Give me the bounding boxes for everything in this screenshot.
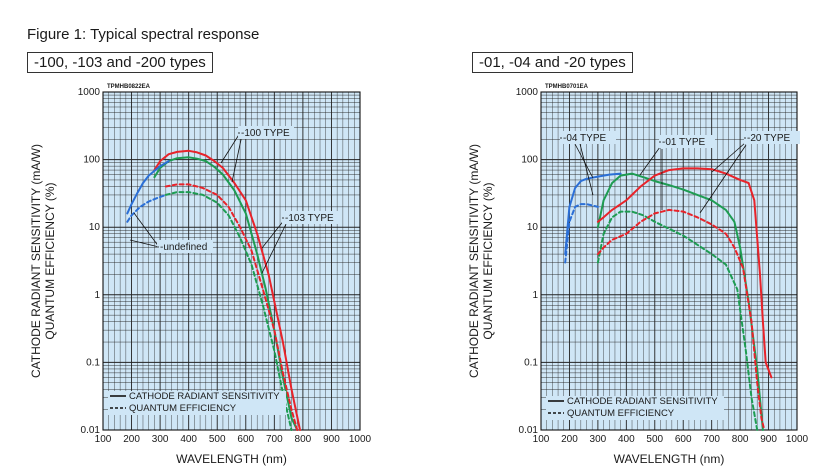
series-line-5 (596, 210, 759, 431)
y-tick-label: 0.1 (86, 357, 100, 368)
annotation-leader (133, 212, 160, 248)
plot-area (541, 92, 797, 430)
y-axis-title-line2: QUANTUM EFFICIENCY (%) (481, 182, 495, 339)
annotation-bg (744, 131, 800, 144)
annotation-label: -undefined (160, 242, 207, 253)
annotation-bg (282, 211, 338, 224)
annotation-bg (238, 126, 294, 139)
legend-label-solid: CATHODE RADIANT SENSITIVITY (129, 391, 280, 402)
y-tick-label: 1 (94, 290, 100, 301)
x-tick-label: 100 (533, 434, 550, 445)
x-tick-label: 800 (295, 434, 312, 445)
legend-label-dashed: QUANTUM EFFICIENCY (129, 403, 237, 414)
chart-code: TPMHB0701EA (545, 84, 589, 90)
legend-bg (546, 396, 724, 420)
right-panel-label: -01, -04 and -20 types (472, 52, 633, 73)
series-line-1 (564, 172, 622, 256)
x-tick-label: 400 (180, 434, 197, 445)
annotation-leader (129, 239, 160, 248)
x-axis-title: WAVELENGTH (nm) (614, 452, 725, 466)
annotation-bg (659, 135, 715, 148)
y-tick-label: 1000 (78, 87, 101, 98)
x-tick-label: 300 (590, 434, 607, 445)
x-tick-label: 1000 (786, 434, 809, 445)
x-tick-label: 700 (703, 434, 720, 445)
annotation-bg (560, 131, 616, 144)
y-tick-label: 1000 (516, 87, 539, 98)
x-tick-label: 100 (95, 434, 112, 445)
annotation-label: -100 TYPE (241, 128, 290, 139)
x-tick-label: 700 (266, 434, 283, 445)
y-axis-title-line1: CATHODE RADIANT SENSITIVITY (mA/W) (467, 144, 481, 378)
annotation-label: -01 TYPE (662, 137, 705, 148)
x-axis-title: WAVELENGTH (nm) (176, 452, 287, 466)
x-tick-label: 600 (675, 434, 692, 445)
x-tick-label: 200 (561, 434, 578, 445)
annotation-label: -04 TYPE (563, 133, 606, 144)
series-line-5 (164, 191, 293, 431)
series-line-4 (564, 203, 599, 264)
chart-panel-2: 100 200 300 400 500 600 700 800 900 1000 0.01 0.1 1 1… (467, 84, 809, 466)
y-tick-label: 0.1 (524, 357, 538, 368)
legend-label-solid: CATHODE RADIANT SENSITIVITY (567, 396, 718, 407)
annotation-leader (261, 218, 286, 249)
y-tick-label: 0.01 (519, 425, 539, 436)
y-tick-label: 10 (89, 222, 101, 233)
x-tick-label: 600 (237, 434, 254, 445)
x-tick-label: 400 (618, 434, 635, 445)
annotation-leader (699, 144, 747, 214)
plot-area (103, 92, 360, 430)
series-line-6 (596, 208, 766, 431)
x-tick-label: 200 (123, 434, 140, 445)
left-panel-label: -100, -103 and -200 types (27, 52, 213, 73)
y-tick-label: 0.01 (81, 425, 101, 436)
annotation-leader (639, 146, 661, 176)
y-axis-title-line1: CATHODE RADIANT SENSITIVITY (mA/W) (29, 144, 43, 378)
legend-bg (108, 391, 286, 415)
series-line-3 (596, 167, 773, 379)
y-tick-label: 10 (527, 222, 539, 233)
x-tick-label: 900 (760, 434, 777, 445)
annotation-leader (711, 142, 746, 173)
series-line-4 (164, 183, 299, 431)
series-line-1 (153, 149, 301, 431)
y-tick-label: 100 (83, 155, 100, 166)
y-axis-title-line2: QUANTUM EFFICIENCY (%) (43, 182, 57, 339)
x-tick-label: 1000 (349, 434, 372, 445)
x-tick-label: 800 (732, 434, 749, 445)
chart-panel-1: 100 200 300 400 500 600 700 800 900 1000 0.01 0.1 1 1… (29, 84, 372, 466)
plot-frame (102, 91, 361, 431)
chart-code: TPMHB0822EA (107, 84, 151, 90)
plot-frame (540, 91, 798, 431)
y-tick-label: 1 (532, 290, 538, 301)
annotation-label: -20 TYPE (747, 133, 790, 144)
series-line-6 (126, 193, 167, 223)
x-tick-label: 500 (646, 434, 663, 445)
annotation-leader (231, 134, 243, 183)
series-line-3 (126, 160, 170, 215)
annotation-leader (220, 132, 241, 164)
x-tick-label: 900 (323, 434, 340, 445)
annotation-leader (579, 143, 594, 196)
annotation-bg (157, 240, 213, 253)
annotation-label: -103 TYPE (285, 213, 334, 224)
figure-title: Figure 1: Typical spectral response (27, 26, 260, 43)
x-tick-label: 300 (152, 434, 169, 445)
x-tick-label: 500 (209, 434, 226, 445)
annotation-leader (261, 221, 288, 274)
y-tick-label: 100 (521, 155, 538, 166)
legend-label-dashed: QUANTUM EFFICIENCY (567, 408, 675, 419)
